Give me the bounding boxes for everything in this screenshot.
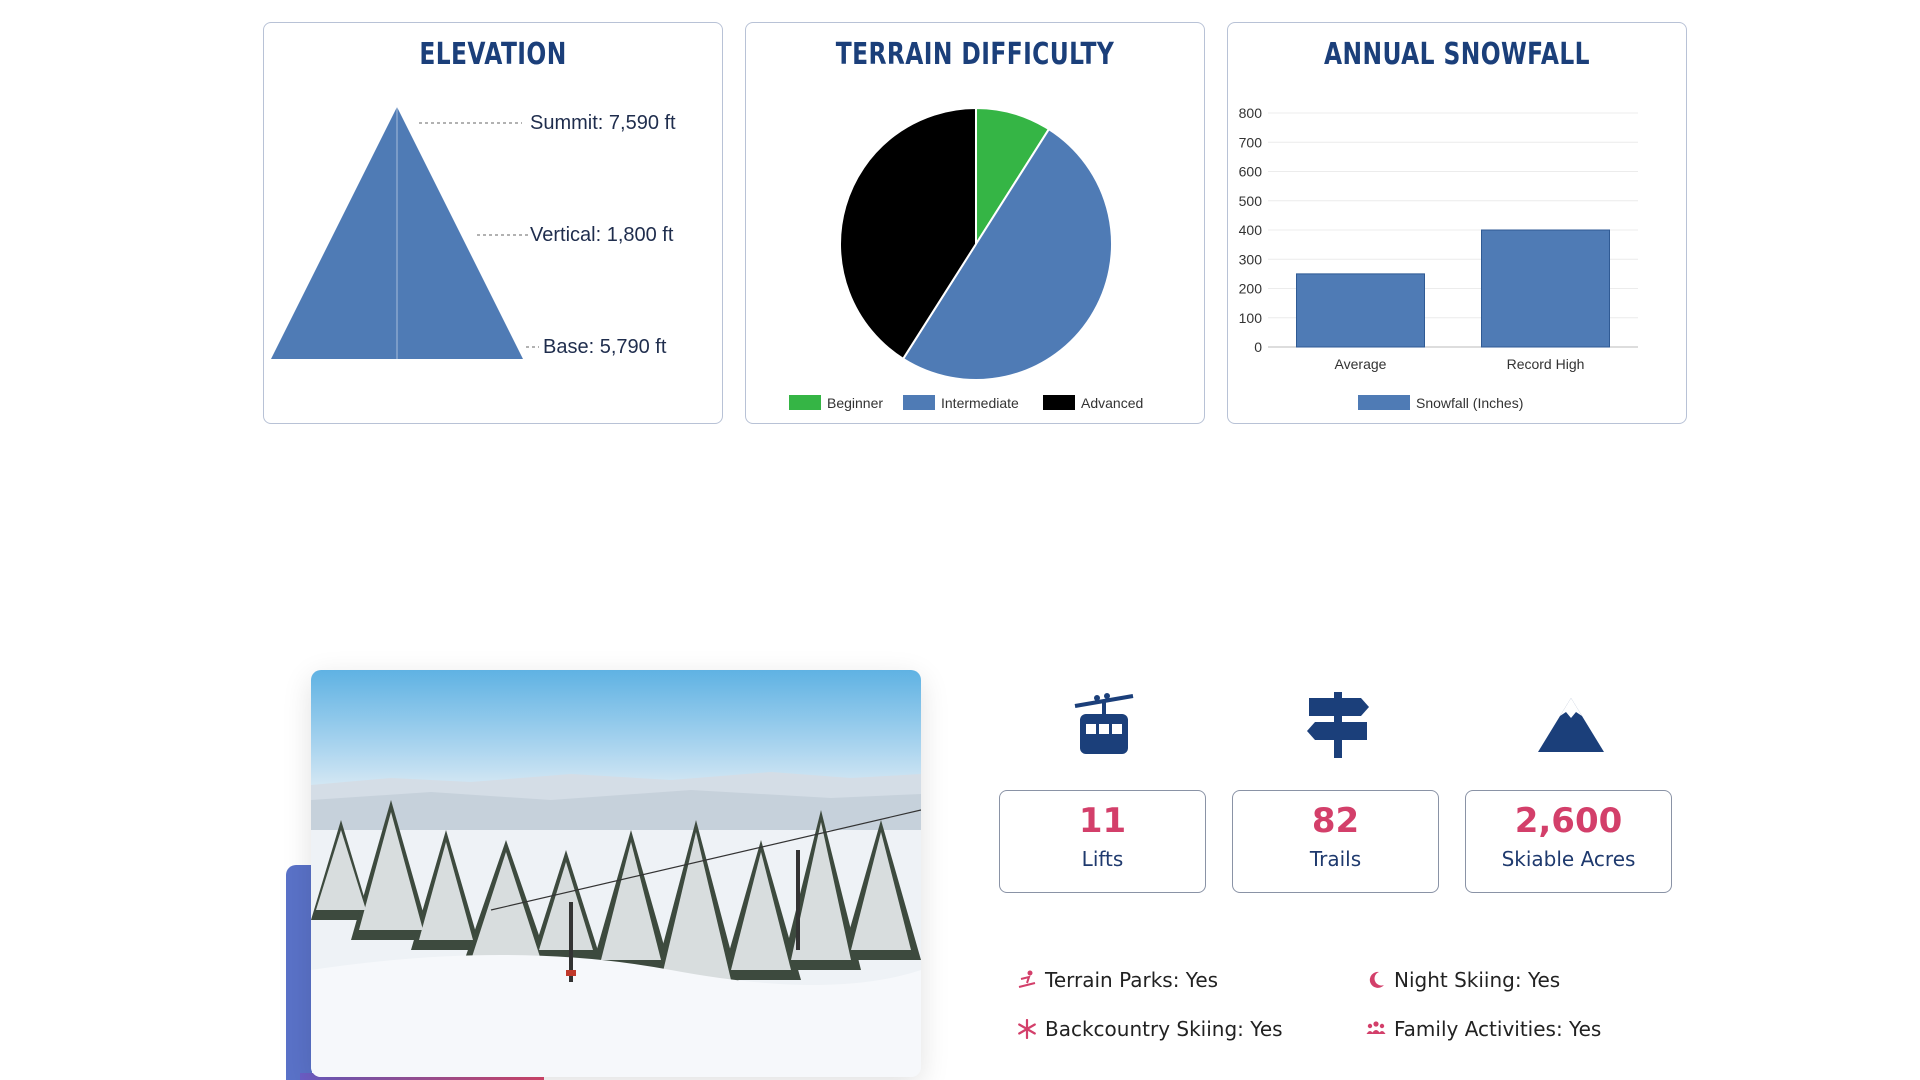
- legend-swatch-snowfall: [1358, 395, 1410, 410]
- stat-lifts-label: Lifts: [1081, 847, 1124, 871]
- moon-icon: [1369, 971, 1384, 988]
- vertical-label: Vertical: 1,800 ft: [530, 224, 674, 246]
- y-tick-label: 200: [1239, 281, 1263, 297]
- y-tick-label: 300: [1239, 251, 1263, 267]
- elevation-title: ELEVATION: [419, 37, 567, 72]
- ski-scene-illustration: [311, 670, 921, 1077]
- stat-lifts: 11 Lifts: [999, 790, 1206, 893]
- stat-trails-value: 82: [1311, 801, 1360, 841]
- ski-resort-photo: [311, 670, 921, 1077]
- feature-terrain-parks: Terrain Parks: Yes: [1017, 968, 1218, 992]
- family-icon: [1366, 1021, 1386, 1034]
- feature-family: Family Activities: Yes: [1366, 1017, 1601, 1041]
- bar-record-high: [1481, 229, 1610, 348]
- y-tick-label: 600: [1239, 164, 1263, 180]
- feature-night-skiing: Night Skiing: Yes: [1366, 968, 1560, 992]
- y-tick-label: 800: [1239, 105, 1263, 121]
- stat-trails: 82 Trails: [1232, 790, 1439, 893]
- stat-acres: 2,600 Skiable Acres: [1465, 790, 1672, 893]
- signpost-icon: [1307, 692, 1369, 758]
- snowfall-bar-chart: 0 100 200 300 400 500 600 700 800 Average Record H…: [1239, 105, 1638, 411]
- snowfall-title: ANNUAL SNOWFALL: [1324, 37, 1590, 72]
- y-tick-label: 400: [1239, 222, 1263, 238]
- terrain-pie-chart: Beginner Intermediate Advanced: [789, 106, 1143, 411]
- elevation-card: ELEVATION Summit: 7,590 ft Vertical: 1,8…: [263, 22, 723, 424]
- feature-backcountry-label: Backcountry Skiing: Yes: [1045, 1017, 1283, 1041]
- y-tick-label: 700: [1239, 134, 1263, 150]
- summit-label: Summit: 7,590 ft: [530, 112, 676, 134]
- legend-swatch-advanced: [1043, 395, 1075, 410]
- legend-label-advanced: Advanced: [1081, 395, 1143, 411]
- stat-trails-label: Trails: [1309, 847, 1362, 871]
- photo-accent-bar: [286, 865, 312, 1080]
- feature-family-label: Family Activities: Yes: [1394, 1017, 1602, 1041]
- y-tick-label: 0: [1254, 339, 1262, 355]
- legend-swatch-beginner: [789, 395, 821, 410]
- x-tick-label: Average: [1335, 356, 1387, 372]
- legend-label-intermediate: Intermediate: [941, 395, 1019, 411]
- elevation-diagram: Summit: 7,590 ft Vertical: 1,800 ft Base…: [271, 107, 676, 359]
- legend-label-beginner: Beginner: [827, 395, 883, 411]
- snowflake-icon: [1018, 1019, 1036, 1039]
- pie-slice-advanced: [839, 106, 977, 361]
- legend-label-snowfall: Snowfall (Inches): [1416, 395, 1523, 411]
- bar-average: [1296, 273, 1425, 348]
- mountain-icon: [1538, 698, 1604, 752]
- snowfall-card: ANNUAL SNOWFALL 0 100 200 300 400 500 600 700 80…: [1227, 22, 1687, 424]
- y-tick-label: 100: [1239, 310, 1263, 326]
- base-label: Base: 5,790 ft: [543, 336, 667, 358]
- terrain-title: TERRAIN DIFFICULTY: [835, 37, 1115, 72]
- feature-backcountry: Backcountry Skiing: Yes: [1017, 1017, 1283, 1041]
- snowboarder-icon: [1018, 970, 1036, 988]
- terrain-card: TERRAIN DIFFICULTY Beginner Intermediate A…: [745, 22, 1205, 424]
- legend-swatch-intermediate: [903, 395, 935, 410]
- gondola-icon: [1074, 693, 1134, 754]
- stat-lifts-value: 11: [1078, 801, 1127, 841]
- x-tick-label: Record High: [1507, 356, 1585, 372]
- y-tick-label: 500: [1239, 193, 1263, 209]
- stat-acres-label: Skiable Acres: [1501, 847, 1636, 871]
- feature-terrain-parks-label: Terrain Parks: Yes: [1045, 968, 1219, 992]
- stat-acres-value: 2,600: [1514, 801, 1623, 841]
- feature-night-skiing-label: Night Skiing: Yes: [1394, 968, 1561, 992]
- pie-slice-intermediate: [901, 127, 1113, 381]
